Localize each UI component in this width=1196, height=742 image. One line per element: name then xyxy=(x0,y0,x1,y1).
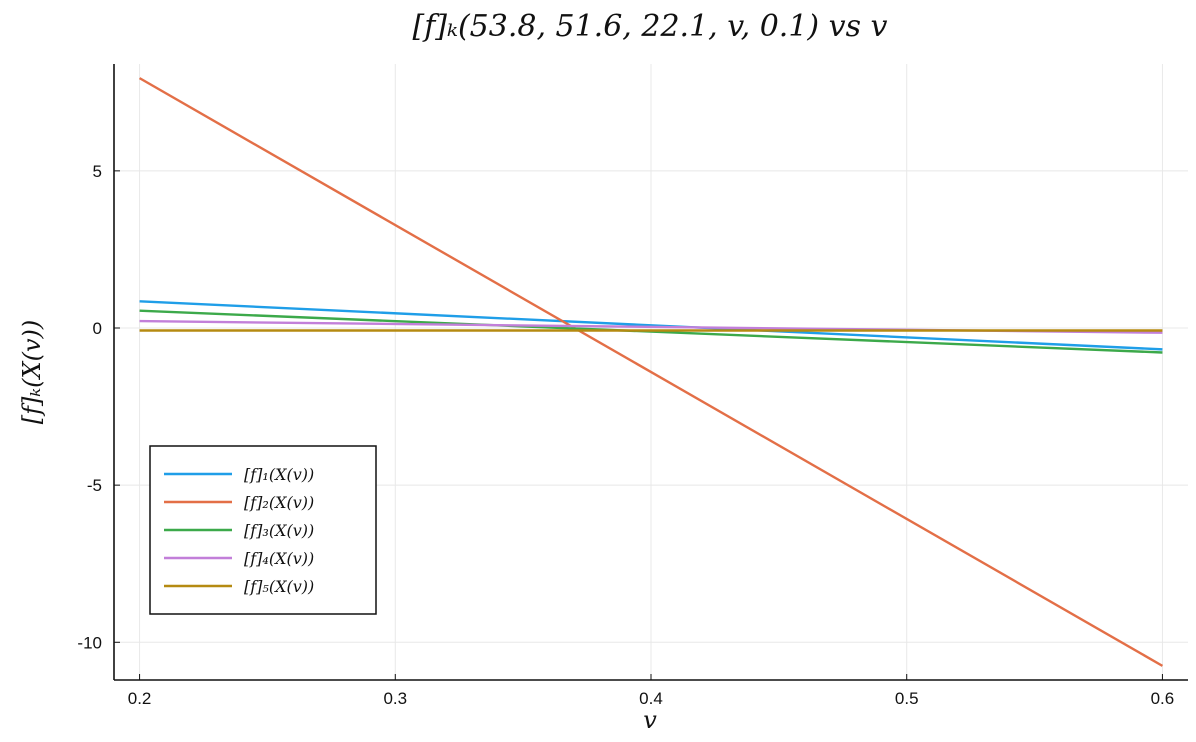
legend-label-5: [f]₅(X(v)) xyxy=(244,577,314,596)
legend-label-1: [f]₁(X(v)) xyxy=(244,465,314,484)
y-tick-label: 0 xyxy=(93,319,102,338)
x-tick-label: 0.2 xyxy=(128,689,152,708)
y-tick-label: 5 xyxy=(93,162,102,181)
y-tick-label: -10 xyxy=(77,633,102,652)
series-lines xyxy=(138,77,1164,667)
series-line-2 xyxy=(138,77,1164,667)
x-tick-label: 0.5 xyxy=(895,689,919,708)
legend: [f]₁(X(v)) [f]₂(X(v)) [f]₃(X(v)) [f]₄(X(v))… xyxy=(149,445,377,615)
legend-label-2: [f]₂(X(v)) xyxy=(244,493,314,512)
y-axis-label: [f]ₖ(X(v)) xyxy=(18,320,46,424)
tick-labels: 0.2 0.3 0.4 0.5 0.6 5 0 -5 -10 xyxy=(77,162,1174,708)
series-line-1 xyxy=(139,300,1163,351)
y-tick-label: -5 xyxy=(87,476,102,495)
chart-title: [f]ₖ(53.8, 51.6, 22.1, v, 0.1) vs v xyxy=(412,9,887,44)
legend-label-3: [f]₃(X(v)) xyxy=(244,521,314,540)
x-tick-label: 0.6 xyxy=(1151,689,1175,708)
x-axis-label: v xyxy=(643,706,657,734)
legend-label-4: [f]₄(X(v)) xyxy=(244,549,314,568)
x-tick-label: 0.4 xyxy=(639,689,663,708)
x-tick-label: 0.3 xyxy=(383,689,407,708)
